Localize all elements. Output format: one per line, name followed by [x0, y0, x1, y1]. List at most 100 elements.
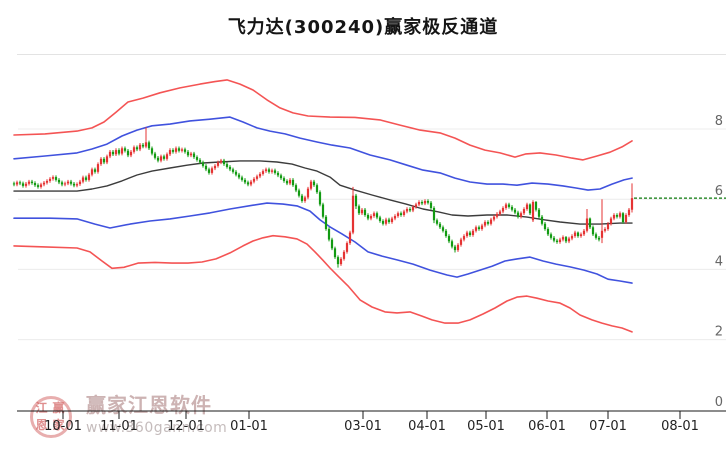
candle-body	[288, 179, 292, 184]
candle-body	[585, 218, 589, 231]
candle-body	[447, 236, 451, 242]
candle-body	[567, 238, 571, 242]
candle-body	[267, 169, 271, 172]
candle-body	[249, 181, 253, 185]
candle-body	[27, 181, 31, 184]
y-axis-label: 8	[715, 114, 723, 129]
candle-body	[273, 170, 277, 173]
candle-body	[285, 180, 289, 184]
candle-body	[102, 158, 106, 163]
candle-body	[483, 222, 487, 226]
candle-body	[480, 225, 484, 230]
candle-body	[354, 195, 358, 207]
candle-body	[264, 169, 268, 172]
candle-body	[261, 171, 265, 174]
candle-body	[387, 219, 391, 223]
candle-body	[21, 183, 25, 186]
lower-inner-band-line	[13, 202, 633, 284]
candle-body	[588, 218, 592, 228]
candle-body	[348, 232, 352, 244]
lower-outer-band-line	[13, 234, 633, 333]
x-axis-label: 07-01	[589, 419, 627, 434]
candle-body	[408, 209, 412, 211]
candle-body	[579, 234, 583, 237]
candle-body	[201, 162, 205, 166]
candle-body	[210, 168, 214, 173]
candle-body	[399, 213, 403, 215]
candle-body	[393, 216, 397, 219]
upper-outer-band-line	[13, 79, 633, 161]
candle-body	[204, 165, 208, 170]
candle-body	[339, 258, 343, 265]
candle-body	[138, 144, 142, 150]
candle-body	[237, 174, 241, 178]
candle-body	[591, 227, 595, 235]
candle-body	[114, 150, 118, 155]
candle-body	[84, 177, 88, 180]
candle-body	[183, 149, 187, 152]
x-axis-label: 03-01	[344, 419, 382, 434]
candle-body	[147, 142, 151, 149]
candle-body	[525, 204, 529, 210]
candle-body	[432, 207, 436, 221]
candle-body	[318, 192, 322, 205]
candle-body	[306, 188, 310, 198]
candle-body	[75, 184, 79, 186]
candle-body	[207, 169, 211, 173]
candle-body	[333, 248, 337, 258]
candle-body	[438, 223, 442, 228]
candle-body	[243, 179, 247, 183]
candle-body	[51, 177, 55, 179]
candle-body	[450, 241, 454, 247]
candle-body	[405, 209, 409, 212]
candle-body	[279, 175, 283, 179]
candle-body	[228, 166, 232, 170]
candle-body	[195, 157, 199, 160]
candle-body	[606, 223, 610, 230]
candle-body	[321, 204, 325, 217]
candle-body	[513, 209, 517, 213]
candle-body	[630, 198, 634, 210]
candle-body	[129, 151, 133, 156]
candle-body	[330, 239, 334, 249]
candle-body	[216, 162, 220, 166]
middle-line-line	[13, 160, 633, 225]
candle-body	[612, 214, 616, 219]
candle-body	[189, 153, 193, 156]
candle-body	[414, 204, 418, 207]
candle-body	[558, 239, 562, 243]
y-axis-label: 2	[715, 325, 723, 340]
candle-body	[597, 237, 601, 240]
candle-body	[135, 147, 139, 150]
candle-body	[246, 182, 250, 185]
candle-body	[297, 190, 301, 196]
candle-body	[162, 156, 166, 159]
candle-body	[222, 160, 226, 165]
candle-body	[402, 211, 406, 215]
candle-body	[381, 220, 385, 224]
candle-body	[456, 244, 460, 251]
candle-body	[495, 213, 499, 217]
candle-body	[225, 164, 229, 167]
candle-body	[360, 209, 364, 214]
candle-body	[81, 177, 85, 182]
candle-body	[294, 185, 298, 191]
candle-body	[486, 222, 490, 224]
candle-body	[165, 154, 169, 159]
watermark-logo-char: 恩	[35, 417, 48, 432]
candle-body	[552, 237, 556, 241]
x-axis-label: 01-01	[230, 419, 268, 434]
candle-body	[177, 148, 181, 151]
candle-body	[42, 182, 46, 185]
candle-body	[150, 148, 154, 154]
candle-body	[324, 216, 328, 230]
candle-body	[498, 211, 502, 214]
candle-body	[105, 156, 109, 163]
x-axis-label: 04-01	[408, 419, 446, 434]
candle-body	[258, 173, 262, 177]
candle-body	[426, 200, 430, 203]
candle-body	[57, 179, 61, 183]
candle-body	[453, 246, 457, 251]
candle-body	[537, 209, 541, 217]
